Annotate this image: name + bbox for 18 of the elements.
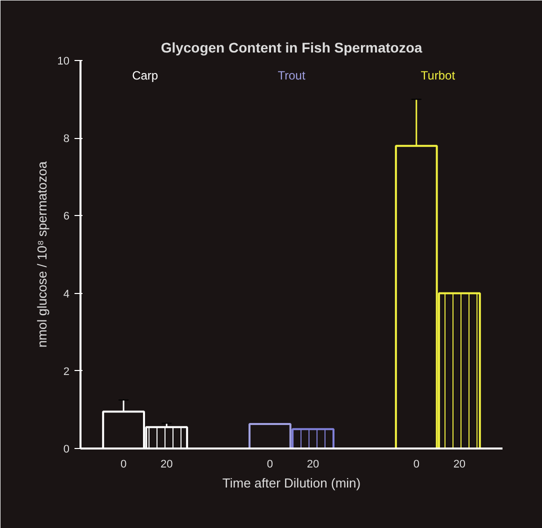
annotation: Trout: [278, 68, 306, 82]
x-axis-title: Time after Dilution (min): [222, 476, 361, 490]
y-tick-label: 10: [57, 56, 70, 68]
chart-title: Glycogen Content in Fish Spermatozoa: [160, 40, 422, 56]
y-tick-label: 8: [63, 133, 70, 146]
x-tick-label: 0: [120, 458, 127, 470]
x-tick-label: 0: [266, 458, 274, 470]
y-tick-label: 0: [63, 444, 70, 456]
x-tick-label: 0: [413, 458, 420, 470]
x-tick-label: 20: [160, 458, 173, 470]
y-tick-label: 2: [63, 366, 70, 378]
x-tick-label: 20: [453, 458, 466, 470]
annotation: Carp: [132, 68, 158, 82]
y-tick-label: 4: [63, 288, 70, 300]
annotation: Turbot: [420, 68, 456, 82]
y-tick-label: 6: [63, 210, 70, 223]
y-axis-title: nmol glucose / 10⁸ spermatozoa: [34, 160, 50, 348]
x-tick-label: 20: [306, 458, 320, 470]
